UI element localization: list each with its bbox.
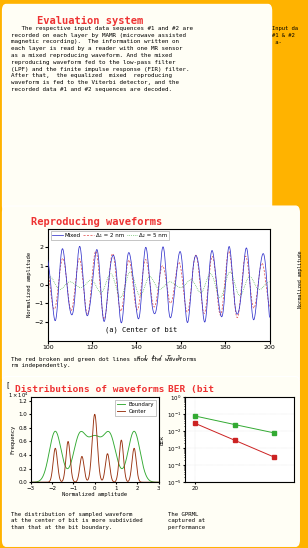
Text: The respective input data sequences #1 and #2 are
recorded on each layer by MAMR: The respective input data sequences #1 a…: [11, 26, 193, 92]
Line: Center: Center: [31, 414, 159, 482]
Center: [83, 472, 87, 478]
Text: The GPRML
captured at
performance: The GPRML captured at performance: [168, 512, 208, 530]
Line: Boundary: Boundary: [31, 431, 159, 482]
Mixed: [78, 243, 82, 249]
Boundary: [157, 479, 160, 486]
Text: Evaluation system: Evaluation system: [37, 16, 143, 26]
Mixed: [148, 281, 152, 288]
Δ₂ = 5 nm: [221, 291, 225, 298]
Δ₂ = 5 nm: [261, 283, 265, 290]
FancyBboxPatch shape: [2, 206, 299, 385]
Δ₁ = 2 nm: [261, 262, 265, 269]
Mixed: [268, 314, 271, 321]
Text: BER (bit: BER (bit: [168, 385, 214, 394]
Y-axis label: Normalized amplitude: Normalized amplitude: [26, 252, 31, 317]
Line: Mixed: Mixed: [48, 246, 270, 323]
Center: [93, 411, 97, 418]
Text: $1\times10^4$: $1\times10^4$: [8, 391, 28, 400]
X-axis label: Normalized amplitude: Normalized amplitude: [62, 492, 127, 497]
Δ₂ = 5 nm: [148, 273, 152, 280]
Δ₂ = 5 nm: [268, 278, 271, 285]
Line: Δ₂ = 5 nm: Δ₂ = 5 nm: [48, 272, 270, 298]
Center: [157, 479, 160, 486]
Y-axis label: BER: BER: [159, 435, 164, 444]
Boundary: [154, 479, 158, 486]
Boundary: [78, 429, 82, 436]
Text: [: [: [6, 381, 9, 388]
Δ₂ = 5 nm: [57, 286, 61, 293]
Mixed: [57, 278, 61, 284]
Text: Reproducing waveforms: Reproducing waveforms: [31, 217, 162, 227]
Mixed: [221, 311, 225, 318]
Center: [43, 479, 47, 486]
Mixed: [261, 250, 265, 257]
X-axis label: x [ t / $T_c$ ]: x [ t / $T_c$ ]: [136, 353, 181, 362]
Δ₁ = 2 nm: [46, 266, 50, 273]
Mixed: [261, 250, 265, 257]
Mixed: [46, 256, 50, 263]
Center: [154, 479, 158, 486]
Center: [140, 479, 144, 486]
Boundary: [140, 459, 144, 466]
Y-axis label: Frequency: Frequency: [11, 425, 16, 454]
Δ₂ = 5 nm: [261, 284, 265, 290]
Boundary: [51, 432, 55, 438]
Text: Input da
#1 & #2
 a-: Input da #1 & #2 a-: [272, 26, 298, 45]
Δ₁ = 2 nm: [154, 300, 158, 307]
Text: (a) Center of bit: (a) Center of bit: [105, 327, 177, 333]
Boundary: [29, 479, 33, 486]
Legend: Mixed, Δ₁ = 2 nm, Δ₂ = 5 nm: Mixed, Δ₁ = 2 nm, Δ₂ = 5 nm: [51, 231, 169, 239]
Text: Normalized amplitude: Normalized amplitude: [298, 251, 303, 308]
Center: [51, 460, 55, 467]
Δ₁ = 2 nm: [94, 248, 98, 254]
Δ₁ = 2 nm: [268, 303, 271, 310]
Δ₂ = 5 nm: [128, 269, 132, 275]
Text: The distribution of sampled waveform
at the center of bit is more subdivided
tha: The distribution of sampled waveform at …: [11, 512, 142, 530]
Line: Δ₁ = 2 nm: Δ₁ = 2 nm: [48, 251, 270, 319]
Δ₁ = 2 nm: [102, 316, 106, 322]
Center: [78, 463, 82, 470]
Δ₁ = 2 nm: [57, 276, 61, 282]
Δ₂ = 5 nm: [46, 276, 50, 282]
Δ₁ = 2 nm: [148, 280, 152, 287]
Legend: Boundary, Center: Boundary, Center: [115, 400, 156, 416]
Text: Distributions of waveforms: Distributions of waveforms: [15, 385, 165, 394]
Δ₂ = 5 nm: [154, 282, 157, 289]
Mixed: [154, 309, 158, 315]
FancyBboxPatch shape: [2, 4, 272, 212]
Δ₁ = 2 nm: [221, 302, 225, 309]
Δ₂ = 5 nm: [218, 294, 222, 301]
FancyBboxPatch shape: [2, 376, 299, 546]
Boundary: [43, 466, 47, 473]
Text: The red broken and green dot lines show the waveforms
rm independently.: The red broken and green dot lines show …: [11, 357, 196, 368]
Boundary: [132, 428, 136, 435]
Boundary: [83, 431, 87, 438]
Mixed: [120, 319, 123, 326]
Center: [29, 479, 33, 486]
Δ₁ = 2 nm: [261, 262, 265, 269]
